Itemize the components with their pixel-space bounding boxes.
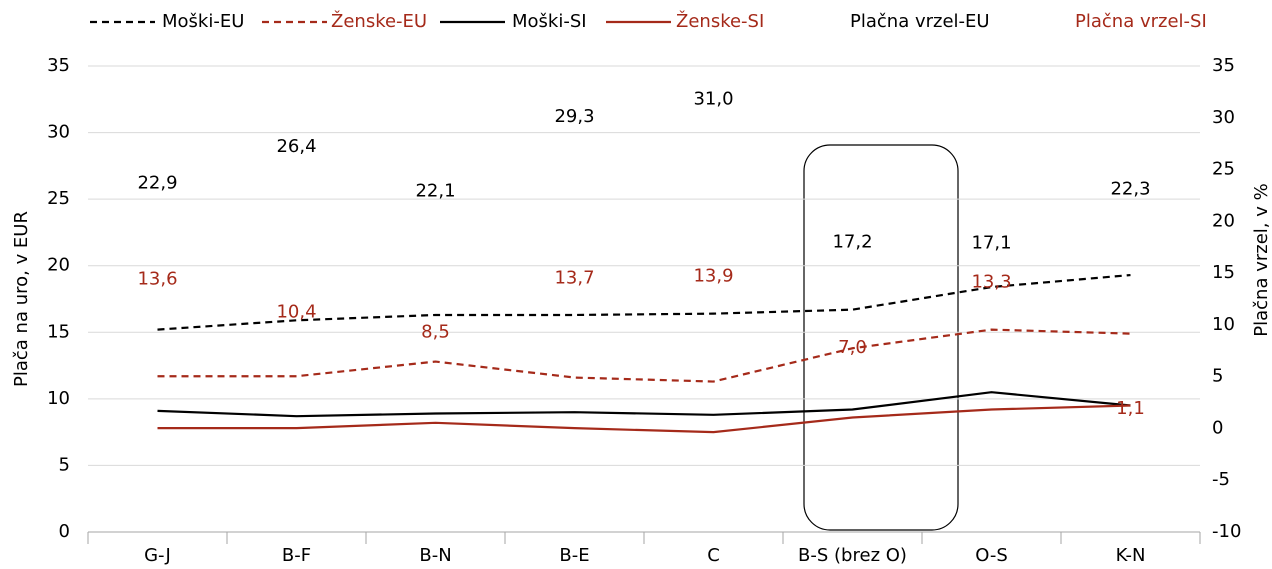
legend-label: Ženske-EU — [331, 10, 427, 32]
y-tick-label: 15 — [47, 321, 70, 342]
legend-label: Plačna vrzel-SI — [1075, 11, 1207, 32]
x-tick-label: C — [707, 545, 720, 566]
legend-label: Moški-EU — [162, 11, 244, 32]
y2-tick-label: -5 — [1212, 469, 1230, 490]
series-line — [157, 391, 1131, 418]
value-label: 8,5 — [421, 321, 450, 342]
y2-tick-label: 5 — [1212, 366, 1223, 387]
value-label: 29,3 — [554, 106, 594, 127]
y-tick-label: 35 — [47, 55, 70, 76]
y2-tick-label: 0 — [1212, 417, 1223, 438]
y-tick-label: 20 — [47, 255, 70, 276]
value-label: 13,9 — [693, 266, 733, 287]
y-axis-title: Plača na uro, v EUR — [11, 211, 32, 387]
y-tick-label: 30 — [47, 122, 70, 143]
y-tick-label: 0 — [59, 521, 70, 542]
value-label: 17,2 — [832, 231, 872, 252]
y2-tick-label: 20 — [1212, 210, 1235, 231]
y2-tick-label: 30 — [1212, 107, 1235, 128]
legend-label: Ženske-SI — [676, 10, 764, 32]
value-label: 13,7 — [554, 268, 594, 289]
y2-tick-label: 25 — [1212, 159, 1235, 180]
value-label: 13,6 — [137, 269, 177, 290]
value-label: 22,1 — [415, 181, 455, 202]
value-label: 1,1 — [1116, 398, 1145, 419]
y2-tick-label: 35 — [1212, 55, 1235, 76]
x-tick-label: O-S — [975, 545, 1008, 566]
value-label: 17,1 — [971, 232, 1011, 253]
value-label: 13,3 — [971, 272, 1011, 293]
x-tick-label: B-E — [559, 545, 589, 566]
x-tick-label: G-J — [144, 545, 171, 566]
y2-tick-label: 15 — [1212, 262, 1235, 283]
x-tick-label: K-N — [1116, 545, 1146, 566]
legend-label: Plačna vrzel-EU — [850, 11, 990, 32]
x-tick-label: B-N — [419, 545, 451, 566]
value-label: 10,4 — [276, 302, 316, 323]
y2-tick-label: -10 — [1212, 521, 1241, 542]
x-tick-label: B-F — [282, 545, 311, 566]
y-tick-label: 25 — [47, 188, 70, 209]
legend-label: Moški-SI — [512, 11, 587, 32]
y-tick-label: 5 — [59, 454, 70, 475]
y2-axis-title: Plačna vrzel, v % — [1251, 183, 1272, 336]
x-tick-label: B-S (brez O) — [798, 545, 907, 566]
series-line — [157, 273, 1131, 331]
value-label: 31,0 — [693, 88, 733, 109]
series-line — [157, 404, 1131, 434]
value-label: 22,3 — [1110, 179, 1150, 200]
value-label: 7,0 — [838, 337, 867, 358]
y2-tick-label: 10 — [1212, 314, 1235, 335]
value-label: 22,9 — [137, 172, 177, 193]
series-line — [157, 328, 1131, 383]
value-label: 26,4 — [276, 136, 316, 157]
highlight-box — [803, 144, 959, 531]
y-tick-label: 10 — [47, 388, 70, 409]
